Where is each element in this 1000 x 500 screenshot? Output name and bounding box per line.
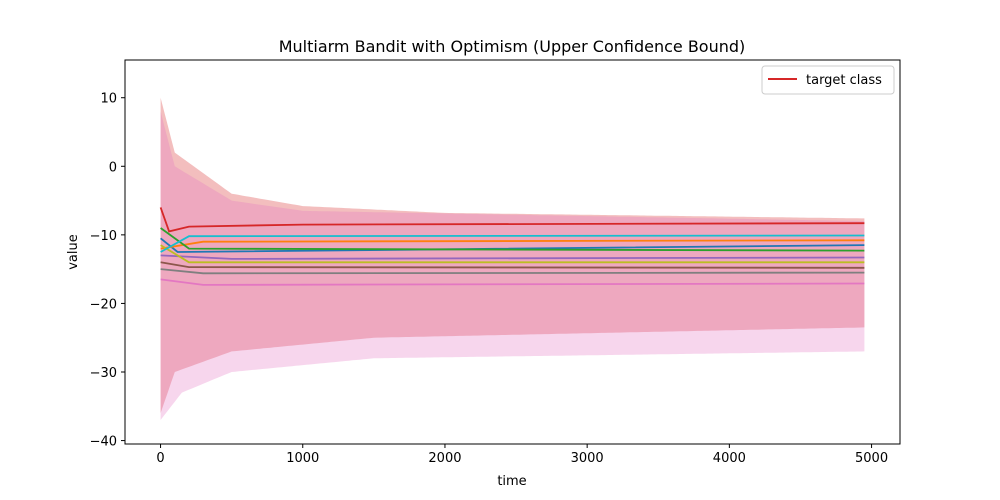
series-line: [160, 234, 865, 253]
x-tick-label: 2000: [428, 451, 461, 466]
series-line: [160, 227, 865, 252]
x-axis-label: time: [497, 474, 526, 489]
x-tick-label: 4000: [713, 451, 746, 466]
legend-box: [761, 65, 895, 95]
series-line: [159, 207, 865, 233]
chart-title: Multiarm Bandit with Optimism (Upper Con…: [279, 37, 746, 56]
x-tick-label: 0: [156, 451, 164, 466]
x-tick-label: 5000: [855, 451, 888, 466]
x-tick-label: 1000: [286, 451, 319, 466]
confidence-bands: [160, 97, 865, 421]
series-line: [160, 268, 865, 275]
series-line: [160, 254, 865, 260]
plot-frame: [124, 59, 901, 445]
series-lines: [159, 207, 865, 286]
legend-label: target class: [806, 73, 882, 88]
y-axis-ticks: −40 −30 −20 −10 0 10: [90, 92, 125, 450]
series-line: [160, 239, 865, 250]
y-axis-label: value: [66, 234, 81, 270]
confidence-band: [160, 111, 865, 421]
series-line: [160, 261, 865, 269]
y-tick-label: −30: [90, 366, 117, 381]
series-line: [160, 237, 865, 253]
series-line: [160, 244, 865, 264]
legend: target class: [761, 65, 895, 95]
series-line: [160, 278, 865, 286]
x-axis-ticks: 0 1000 2000 3000 4000 5000: [156, 444, 888, 466]
y-tick-label: 0: [109, 160, 117, 175]
x-tick-label: 3000: [571, 451, 604, 466]
y-tick-label: −10: [90, 229, 117, 244]
y-tick-label: 10: [100, 92, 117, 107]
y-tick-label: −40: [90, 435, 117, 450]
y-tick-label: −20: [90, 297, 117, 312]
confidence-band: [160, 97, 865, 414]
